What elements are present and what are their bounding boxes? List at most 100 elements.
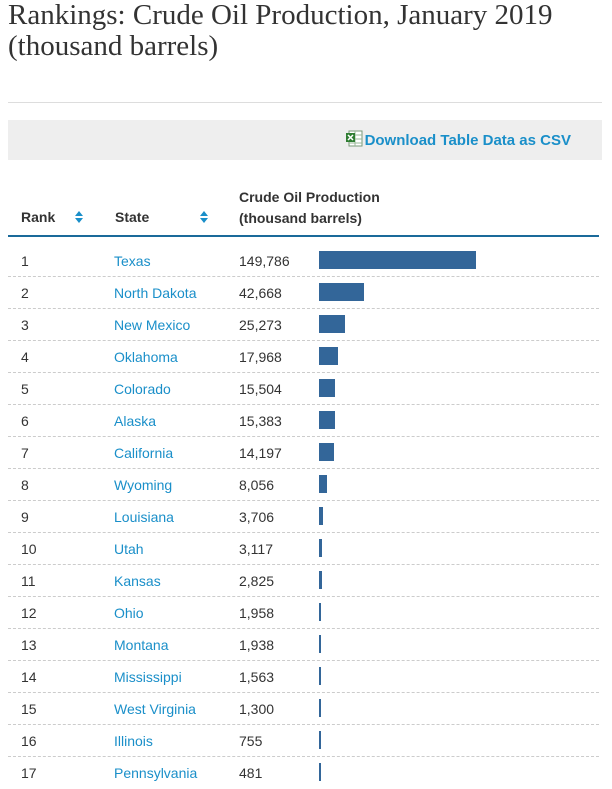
production-value: 15,504 bbox=[239, 381, 282, 397]
production-value: 3,706 bbox=[239, 509, 275, 525]
production-bar bbox=[319, 667, 321, 685]
rank-cell: 16 bbox=[21, 733, 37, 749]
production-value: 8,056 bbox=[239, 477, 275, 493]
rank-cell: 2 bbox=[21, 285, 29, 301]
download-csv-label[interactable]: Download Table Data as CSV bbox=[364, 131, 571, 149]
production-bar bbox=[319, 699, 321, 717]
state-link[interactable]: Illinois bbox=[114, 733, 153, 749]
rank-cell: 15 bbox=[21, 701, 37, 717]
column-header-production: Crude Oil Production (thousand barrels) bbox=[239, 187, 380, 229]
production-bar bbox=[319, 347, 338, 365]
production-value: 1,958 bbox=[239, 605, 275, 621]
production-bar bbox=[319, 763, 321, 781]
rank-cell: 7 bbox=[21, 445, 29, 461]
production-value: 2,825 bbox=[239, 573, 275, 589]
production-bar bbox=[319, 315, 345, 333]
state-link[interactable]: Montana bbox=[114, 637, 169, 653]
production-bar bbox=[319, 635, 321, 653]
production-bar-track bbox=[319, 699, 479, 719]
state-link[interactable]: Colorado bbox=[114, 381, 171, 397]
production-bar bbox=[319, 571, 322, 589]
state-link[interactable]: Louisiana bbox=[114, 509, 174, 525]
table-body: 1 Texas 149,786 2 North Dakota 42,668 3 New Mex… bbox=[8, 245, 599, 789]
table-row: 9 Louisiana 3,706 bbox=[8, 501, 599, 533]
state-link[interactable]: West Virginia bbox=[114, 701, 196, 717]
state-link[interactable]: New Mexico bbox=[114, 317, 191, 333]
state-link[interactable]: Kansas bbox=[114, 573, 161, 589]
rank-cell: 5 bbox=[21, 381, 29, 397]
production-value: 755 bbox=[239, 733, 263, 749]
state-link[interactable]: Alaska bbox=[114, 413, 157, 429]
production-value: 481 bbox=[239, 765, 263, 781]
sort-state-icon[interactable] bbox=[200, 211, 208, 223]
production-bar-track bbox=[319, 731, 479, 751]
table-row: 1 Texas 149,786 bbox=[8, 245, 599, 277]
rank-cell: 17 bbox=[21, 765, 37, 781]
production-bar-track bbox=[319, 443, 479, 463]
rank-cell: 4 bbox=[21, 349, 29, 365]
production-bar bbox=[319, 539, 322, 557]
production-value: 1,938 bbox=[239, 637, 275, 653]
table-row: 11 Kansas 2,825 bbox=[8, 565, 599, 597]
download-bar: Download Table Data as CSV bbox=[8, 120, 602, 160]
production-bar-track bbox=[319, 475, 479, 495]
title-divider bbox=[8, 102, 602, 103]
production-bar-track bbox=[319, 251, 479, 271]
production-value: 1,563 bbox=[239, 669, 275, 685]
spreadsheet-icon bbox=[345, 130, 363, 147]
table-row: 17 Pennsylvania 481 bbox=[8, 757, 599, 789]
state-link[interactable]: North Dakota bbox=[114, 285, 197, 301]
rank-cell: 3 bbox=[21, 317, 29, 333]
production-bar-track bbox=[319, 283, 479, 303]
table-row: 2 North Dakota 42,668 bbox=[8, 277, 599, 309]
production-value: 15,383 bbox=[239, 413, 282, 429]
state-link[interactable]: Texas bbox=[114, 253, 151, 269]
table-row: 7 California 14,197 bbox=[8, 437, 599, 469]
state-link[interactable]: California bbox=[114, 445, 174, 461]
column-header-rank[interactable]: Rank bbox=[21, 209, 56, 225]
table-row: 16 Illinois 755 bbox=[8, 725, 599, 757]
table-row: 10 Utah 3,117 bbox=[8, 533, 599, 565]
production-value: 14,197 bbox=[239, 445, 282, 461]
production-bar-track bbox=[319, 603, 479, 623]
production-bar-track bbox=[319, 635, 479, 655]
state-link[interactable]: Utah bbox=[114, 541, 144, 557]
column-header-production-line2: (thousand barrels) bbox=[239, 210, 362, 226]
rank-cell: 8 bbox=[21, 477, 29, 493]
rank-cell: 9 bbox=[21, 509, 29, 525]
table-header: Rank State Crude Oil Production (thousan… bbox=[8, 180, 599, 237]
table-row: 12 Ohio 1,958 bbox=[8, 597, 599, 629]
column-header-production-line1: Crude Oil Production bbox=[239, 189, 380, 205]
production-value: 25,273 bbox=[239, 317, 282, 333]
table-row: 8 Wyoming 8,056 bbox=[8, 469, 599, 501]
production-bar bbox=[319, 443, 334, 461]
table-row: 3 New Mexico 25,273 bbox=[8, 309, 599, 341]
production-bar-track bbox=[319, 539, 479, 559]
rank-cell: 1 bbox=[21, 253, 29, 269]
rank-cell: 14 bbox=[21, 669, 37, 685]
production-bar bbox=[319, 283, 364, 301]
production-bar-track bbox=[319, 411, 479, 431]
production-bar-track bbox=[319, 315, 479, 335]
production-bar bbox=[319, 603, 321, 621]
rank-cell: 13 bbox=[21, 637, 37, 653]
production-bar-track bbox=[319, 507, 479, 527]
production-bar bbox=[319, 731, 321, 749]
rank-cell: 12 bbox=[21, 605, 37, 621]
production-value: 3,117 bbox=[239, 541, 273, 557]
state-link[interactable]: Mississippi bbox=[114, 669, 182, 685]
production-value: 17,968 bbox=[239, 349, 282, 365]
state-link[interactable]: Pennsylvania bbox=[114, 765, 198, 781]
production-value: 1,300 bbox=[239, 701, 275, 717]
production-bar-track bbox=[319, 763, 479, 783]
sort-rank-icon[interactable] bbox=[75, 211, 83, 223]
state-link[interactable]: Ohio bbox=[114, 605, 144, 621]
column-header-state[interactable]: State bbox=[115, 209, 150, 225]
download-csv-link[interactable]: Download Table Data as CSV bbox=[345, 130, 571, 150]
table-row: 6 Alaska 15,383 bbox=[8, 405, 599, 437]
rank-cell: 10 bbox=[21, 541, 37, 557]
state-link[interactable]: Oklahoma bbox=[114, 349, 178, 365]
production-bar bbox=[319, 379, 335, 397]
state-link[interactable]: Wyoming bbox=[114, 477, 173, 493]
table-row: 13 Montana 1,938 bbox=[8, 629, 599, 661]
